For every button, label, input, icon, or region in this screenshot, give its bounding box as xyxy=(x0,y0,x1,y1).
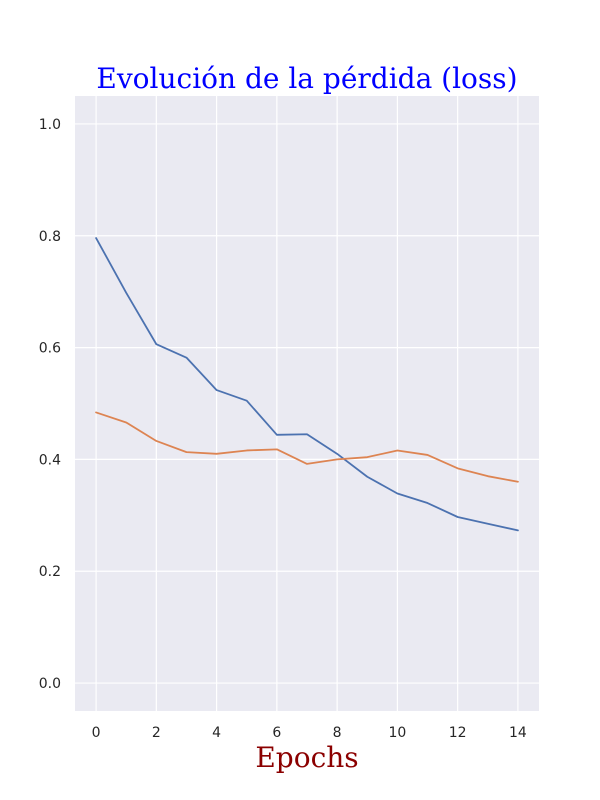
y-tick-label: 0.2 xyxy=(39,564,61,580)
x-tick-label: 4 xyxy=(212,725,221,741)
series-layer xyxy=(95,237,519,532)
y-tick-label: 0.6 xyxy=(39,341,61,357)
y-tick-label: 0.8 xyxy=(39,229,61,245)
x-tick-label: 6 xyxy=(272,725,281,741)
y-tick-label: 0.4 xyxy=(39,452,61,468)
series-line-1 xyxy=(95,237,519,532)
chart-title: Evolución de la pérdida (loss) xyxy=(96,62,517,95)
x-tick-label: 0 xyxy=(92,725,101,741)
y-tick-label: 1.0 xyxy=(39,117,61,133)
y-tick-labels: 0.0 0.2 0.4 0.6 0.8 1.0 xyxy=(39,117,61,692)
series-line-2 xyxy=(95,411,519,483)
x-tick-label: 2 xyxy=(152,725,161,741)
x-tick-label: 8 xyxy=(333,725,342,741)
plot-area xyxy=(75,96,539,711)
x-axis-label: Epochs xyxy=(255,741,358,774)
x-tick-label: 10 xyxy=(388,725,406,741)
grid-layer xyxy=(75,96,539,711)
x-tick-label: 12 xyxy=(449,725,467,741)
x-tick-labels: 0 2 4 6 8 10 12 14 xyxy=(92,725,527,741)
y-tick-label: 0.0 xyxy=(39,676,61,692)
x-tick-label: 14 xyxy=(509,725,527,741)
